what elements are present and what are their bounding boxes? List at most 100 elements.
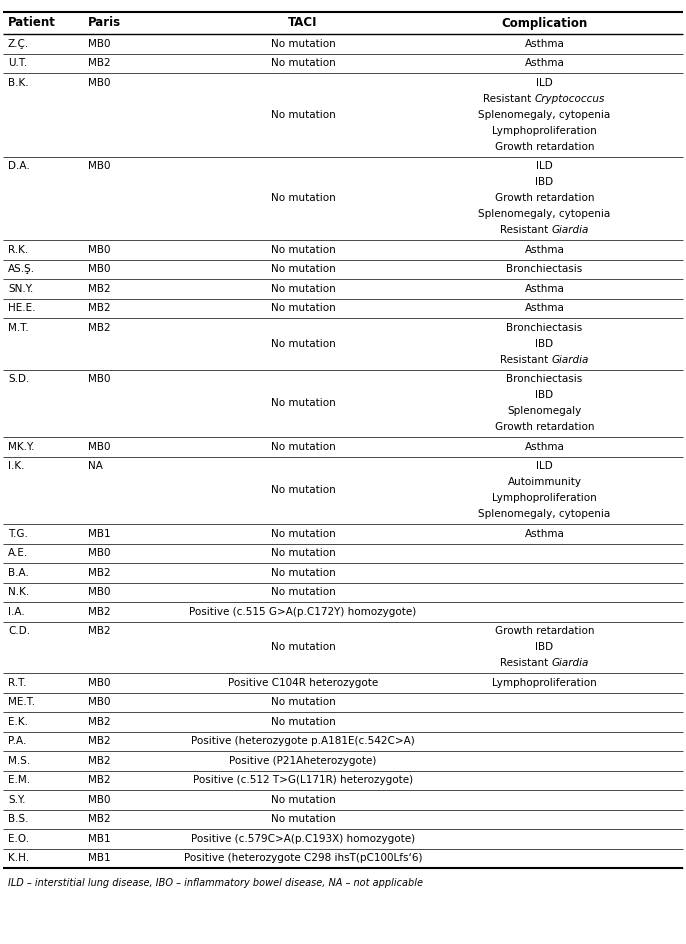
Text: MB1: MB1 [88,529,110,539]
Text: No mutation: No mutation [270,485,335,496]
Text: ILD: ILD [536,161,553,171]
Text: Resistant: Resistant [500,658,552,668]
Text: MB0: MB0 [88,244,110,255]
Text: No mutation: No mutation [270,59,335,68]
Text: Splenomegaly, cytopenia: Splenomegaly, cytopenia [478,509,611,519]
Text: Giardia: Giardia [552,355,589,364]
Text: No mutation: No mutation [270,795,335,804]
Text: MB2: MB2 [88,716,110,727]
Text: Positive (heterozygote p.A181E(c.542C>A): Positive (heterozygote p.A181E(c.542C>A) [191,736,415,747]
Text: SN.Y.: SN.Y. [8,284,33,294]
Text: No mutation: No mutation [270,815,335,824]
Text: MB0: MB0 [88,161,110,171]
Text: M.S.: M.S. [8,756,30,766]
Text: Positive (heterozygote C298 ihsT(pC100Lfs‘6): Positive (heterozygote C298 ihsT(pC100Lf… [184,853,423,863]
Text: Splenomegaly, cytopenia: Splenomegaly, cytopenia [478,110,611,120]
Text: MB0: MB0 [88,442,110,452]
Text: Growth retardation: Growth retardation [495,194,594,203]
Text: U.T.: U.T. [8,59,27,68]
Text: ILD: ILD [536,77,553,88]
Text: Cryptococcus: Cryptococcus [535,93,605,104]
Text: IBD: IBD [536,390,554,400]
Text: MB0: MB0 [88,698,110,707]
Text: IBD: IBD [536,177,554,187]
Text: N.K.: N.K. [8,587,29,598]
Text: Lymphoproliferation: Lymphoproliferation [492,126,597,136]
Text: Asthma: Asthma [525,529,565,539]
Text: Bronchiectasis: Bronchiectasis [506,374,582,384]
Text: Positive (c.515 G>A(p.C172Y) homozygote): Positive (c.515 G>A(p.C172Y) homozygote) [189,607,416,616]
Text: S.D.: S.D. [8,374,29,384]
Text: MB0: MB0 [88,264,110,275]
Text: Growth retardation: Growth retardation [495,626,594,636]
Text: ME.T.: ME.T. [8,698,35,707]
Text: No mutation: No mutation [270,398,335,408]
Text: ILD: ILD [536,462,553,471]
Text: No mutation: No mutation [270,284,335,294]
Text: MB2: MB2 [88,323,110,332]
Text: Asthma: Asthma [525,442,565,452]
Text: R.T.: R.T. [8,678,27,688]
Text: No mutation: No mutation [270,110,335,120]
Text: Lymphoproliferation: Lymphoproliferation [492,494,597,503]
Text: No mutation: No mutation [270,194,335,203]
Text: I.A.: I.A. [8,607,25,616]
Text: MB2: MB2 [88,756,110,766]
Text: No mutation: No mutation [270,548,335,558]
Text: IBD: IBD [536,642,554,652]
Text: E.O.: E.O. [8,834,29,844]
Text: MB1: MB1 [88,834,110,844]
Text: MB2: MB2 [88,815,110,824]
Text: Giardia: Giardia [552,658,589,668]
Text: No mutation: No mutation [270,567,335,578]
Text: Asthma: Asthma [525,244,565,255]
Text: ILD – interstitial lung disease, IBO – inflammatory bowel disease, NA – not appl: ILD – interstitial lung disease, IBO – i… [8,878,423,888]
Text: Splenomegaly: Splenomegaly [508,406,582,416]
Text: No mutation: No mutation [270,339,335,348]
Text: No mutation: No mutation [270,303,335,313]
Text: No mutation: No mutation [270,698,335,707]
Text: MB0: MB0 [88,374,110,384]
Text: MB0: MB0 [88,548,110,558]
Text: No mutation: No mutation [270,264,335,275]
Text: K.H.: K.H. [8,853,29,863]
Text: HE.E.: HE.E. [8,303,36,313]
Text: MB0: MB0 [88,795,110,804]
Text: NA: NA [88,462,103,471]
Text: Growth retardation: Growth retardation [495,422,594,432]
Text: Z.Ç.: Z.Ç. [8,39,29,49]
Text: D.A.: D.A. [8,161,29,171]
Text: No mutation: No mutation [270,642,335,652]
Text: M.T.: M.T. [8,323,29,332]
Text: Resistant: Resistant [484,93,535,104]
Text: IBD: IBD [536,339,554,348]
Text: MB2: MB2 [88,567,110,578]
Text: Growth retardation: Growth retardation [495,142,594,152]
Text: MB1: MB1 [88,853,110,863]
Text: No mutation: No mutation [270,587,335,598]
Text: MK.Y.: MK.Y. [8,442,34,452]
Text: No mutation: No mutation [270,442,335,452]
Text: Giardia: Giardia [552,226,589,235]
Text: Positive (P21Aheterozygote): Positive (P21Aheterozygote) [229,756,377,766]
Text: Asthma: Asthma [525,284,565,294]
Text: MB2: MB2 [88,607,110,616]
Text: R.K.: R.K. [8,244,28,255]
Text: Positive C104R heterozygote: Positive C104R heterozygote [228,678,378,688]
Text: MB0: MB0 [88,39,110,49]
Text: MB2: MB2 [88,736,110,747]
Text: Patient: Patient [8,16,56,29]
Text: Resistant: Resistant [500,355,552,364]
Text: B.A.: B.A. [8,567,29,578]
Text: Positive (c.512 T>G(L171R) heterozygote): Positive (c.512 T>G(L171R) heterozygote) [193,775,413,785]
Text: MB2: MB2 [88,626,110,636]
Text: Resistant: Resistant [500,226,552,235]
Text: B.K.: B.K. [8,77,29,88]
Text: No mutation: No mutation [270,529,335,539]
Text: Bronchiectasis: Bronchiectasis [506,264,582,275]
Text: Bronchiectasis: Bronchiectasis [506,323,582,332]
Text: Splenomegaly, cytopenia: Splenomegaly, cytopenia [478,210,611,219]
Text: T.G.: T.G. [8,529,28,539]
Text: B.S.: B.S. [8,815,29,824]
Text: No mutation: No mutation [270,244,335,255]
